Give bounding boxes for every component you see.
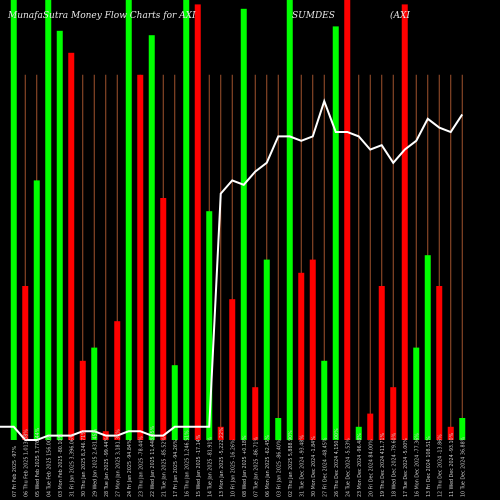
money-flow-line-path xyxy=(0,98,464,441)
x-tick-label: 02 Thu Jan 2025 5,888.90% xyxy=(288,430,294,497)
x-tick-label: 03 Mon Feb 2025 -80.10% xyxy=(58,434,64,497)
bar xyxy=(125,0,132,440)
x-tick-label: 31 Tue Dec 2024 -93.48% xyxy=(299,435,305,497)
bar xyxy=(286,0,293,440)
bar xyxy=(298,272,305,440)
x-tick-label: 15 Wed Jan 2025 -17.14% xyxy=(196,434,202,497)
bar xyxy=(424,255,431,440)
x-tick-label: 30 Mon Dec 2024 -1.84% xyxy=(311,436,317,497)
x-tick-label: 04 Tue Feb 2025 156.00% xyxy=(46,434,52,497)
x-tick-label: 07 Tue Jan 2025 -86.71% xyxy=(253,437,259,497)
bar xyxy=(56,30,63,441)
x-tick-label: 16 Thu Jan 2025 1,246.51% xyxy=(184,430,190,497)
x-tick-label: 08 Wed Jan 2025 +0.18% xyxy=(242,435,248,497)
bar xyxy=(194,4,201,441)
bar xyxy=(137,74,144,441)
bar xyxy=(401,4,408,441)
x-tick-label: 29 Wed Jan 2025 2,431.45% xyxy=(92,428,98,497)
bar xyxy=(390,387,397,440)
x-tick-label: 03 Fri Jan 2025 -86.40% xyxy=(276,439,282,497)
bar xyxy=(240,8,247,441)
x-tick-label: 24 Tue Dec 2024 -5.53% xyxy=(345,438,351,497)
x-tick-label: 11 Wed Dec 2024 -93.10% xyxy=(449,432,455,497)
x-tick-label: 31 Fri Jan 2025 3,396.06% xyxy=(69,433,75,497)
x-tick-label: 23 Thu Jan 2025 -78.44% xyxy=(138,436,144,497)
chart-title-symbol: SUMDES xyxy=(292,11,335,21)
bar xyxy=(344,0,351,440)
x-tick-label: 14 Tue Jan 2025 -81.91% xyxy=(207,437,213,497)
bar xyxy=(413,347,420,440)
bar xyxy=(263,259,270,440)
bar xyxy=(229,299,236,440)
x-tick-label: 17 Fri Jan 2025 -94.26% xyxy=(173,439,179,497)
x-tick-label: 23 Mon Dec 2024 -96.48% xyxy=(357,433,363,497)
x-tick-label: 27 Fri Dec 2024 -48.45% xyxy=(322,437,328,497)
x-tick-label: 20 Fri Dec 2024 84.00% xyxy=(368,439,374,497)
bar xyxy=(68,52,75,441)
x-tick-label: 22 Wed Jan 2025 11,448.35% xyxy=(150,425,156,497)
money-flow-line xyxy=(0,98,464,441)
bar xyxy=(378,286,385,440)
bar xyxy=(275,418,282,440)
bar xyxy=(436,286,443,440)
bar xyxy=(183,0,190,440)
x-tick-label: 18 Wed Dec 2024 -79.60% xyxy=(391,432,397,497)
x-tick-label: 16 Mon Dec 2024 -77.36% xyxy=(414,433,420,497)
bar xyxy=(10,0,17,440)
bar xyxy=(114,321,121,440)
bar xyxy=(22,286,29,440)
bar xyxy=(321,360,328,440)
bar xyxy=(148,35,155,440)
bar xyxy=(79,360,86,440)
bars xyxy=(10,0,466,441)
bar xyxy=(45,0,52,440)
bar xyxy=(91,347,98,440)
bar xyxy=(33,180,40,440)
x-tick-label: 12 Thu Dec 2024 -13.86% xyxy=(437,434,443,497)
x-tick-label: 06 Mon Jan 2025 -62.45% xyxy=(265,435,271,497)
bar xyxy=(355,426,362,440)
bar xyxy=(160,198,167,440)
x-tick-label: 13 Mon Jan 2025 -5,222.22% xyxy=(219,427,225,497)
bar xyxy=(459,418,466,440)
bar xyxy=(171,365,178,440)
bar xyxy=(367,413,374,440)
x-tick-label: 27 Mon Jan 2025 3,181.35% xyxy=(115,429,121,497)
chart-title-end: (AXI xyxy=(390,11,410,21)
bar xyxy=(332,26,339,441)
x-tick-label: 26 Thu Dec 2024 4,150.00% xyxy=(334,428,340,497)
x-tick-label: 10 Tue Dec 2024 36.88% xyxy=(460,436,466,497)
bar xyxy=(447,426,454,440)
x-tick-label: 21 Tue Jan 2025 -85.52% xyxy=(161,437,167,497)
x-tick-label: 19 Thu Dec 2024 411.71% xyxy=(380,433,386,497)
x-tick-label: 05 Wed Feb 2025 3,776.44% xyxy=(35,427,41,497)
x-tick-label: 28 Tue Jan 2025 -99.44% xyxy=(104,437,110,497)
x-tick-label: 24 Fri Jan 2025 -94.84% xyxy=(127,439,133,497)
x-tick-label: 06 Thu Feb 2025 1,013.08% xyxy=(23,429,29,497)
x-tick-label: 30 Thu Jan 2025 8,246.71% xyxy=(81,430,87,497)
chart-title: MunafaSutra Money Flow Charts for AXI xyxy=(8,11,196,21)
x-tick-label: 10 Fri Jan 2025 -16.26% xyxy=(230,439,236,497)
bar xyxy=(206,211,213,440)
x-tick-label: 13 Fri Dec 2024 108.51% xyxy=(426,436,432,497)
x-tick-label: 17 Tue Dec 2024 -5.00% xyxy=(403,438,409,497)
bar xyxy=(217,426,224,440)
bar xyxy=(309,259,316,440)
bar xyxy=(252,387,259,440)
x-tick-label: 07 Fri Feb 2025 -97% xyxy=(12,446,18,497)
x-axis-labels: 07 Fri Feb 2025 -97% 06 Thu Feb 2025 1,01… xyxy=(12,425,467,497)
